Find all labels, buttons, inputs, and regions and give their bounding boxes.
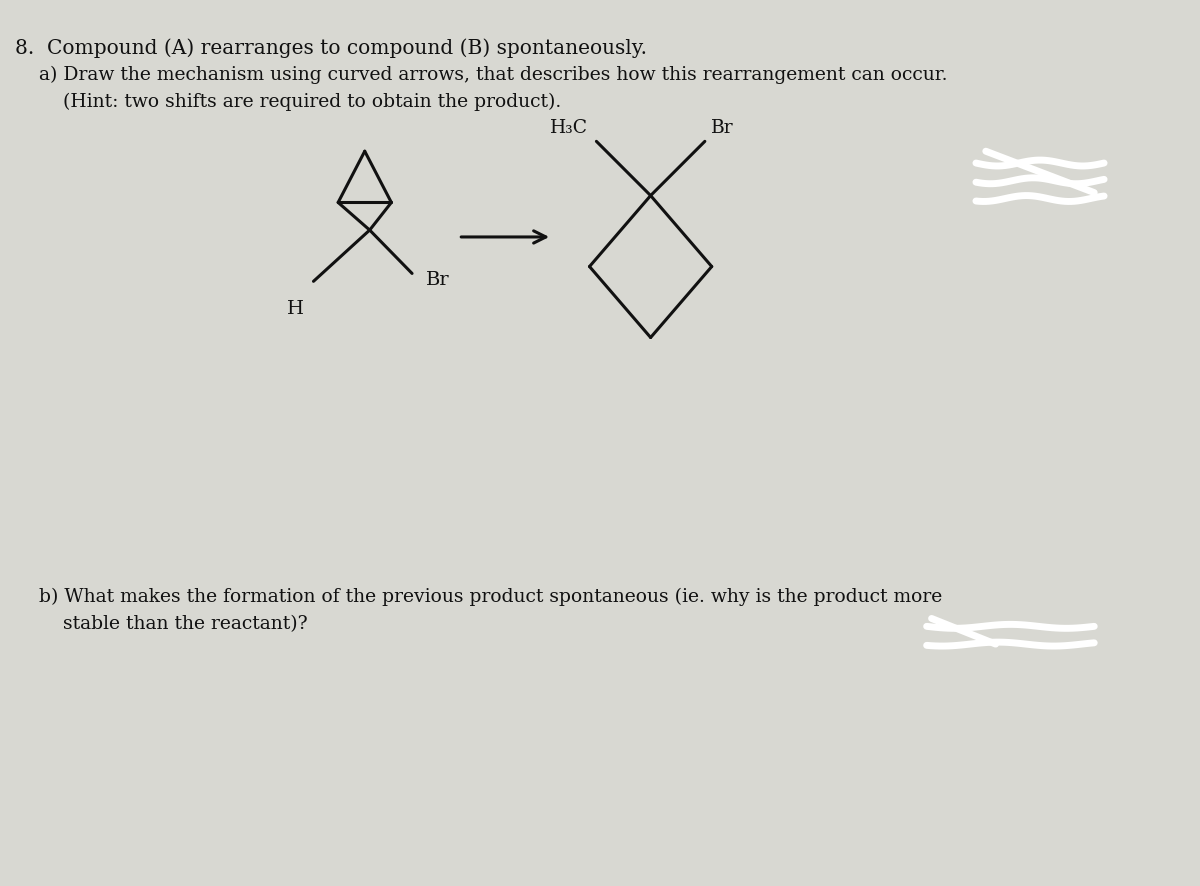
Text: stable than the reactant)?: stable than the reactant)? (14, 615, 307, 633)
Text: H₃C: H₃C (551, 120, 588, 137)
Text: 8.  Compound (A) rearranges to compound (B) spontaneously.: 8. Compound (A) rearranges to compound (… (14, 38, 647, 58)
Text: a) Draw the mechanism using curved arrows, that describes how this rearrangement: a) Draw the mechanism using curved arrow… (14, 66, 947, 83)
Text: Br: Br (710, 120, 733, 137)
Text: Br: Br (426, 271, 450, 289)
Text: H: H (287, 299, 305, 318)
Text: (Hint: two shifts are required to obtain the product).: (Hint: two shifts are required to obtain… (14, 93, 562, 111)
Text: b) What makes the formation of the previous product spontaneous (ie. why is the : b) What makes the formation of the previ… (14, 587, 942, 605)
